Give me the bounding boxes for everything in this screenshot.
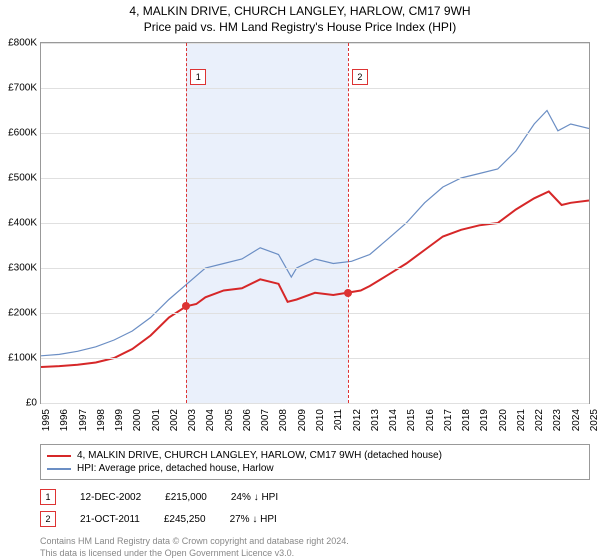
x-tick-label: 1995: [41, 409, 52, 431]
y-tick-label: £500K: [8, 173, 37, 184]
x-tick-label: 2025: [589, 409, 600, 431]
x-tick-label: 2022: [534, 409, 545, 431]
y-tick-label: £600K: [8, 128, 37, 139]
y-tick-label: £100K: [8, 353, 37, 364]
x-tick-label: 2024: [571, 409, 582, 431]
x-tick-label: 2002: [169, 409, 180, 431]
x-tick-label: 2005: [224, 409, 235, 431]
x-tick-label: 2021: [516, 409, 527, 431]
event-row: 2 21-OCT-2011 £245,250 27% ↓ HPI: [40, 508, 590, 530]
x-tick-label: 2015: [406, 409, 417, 431]
legend-label: 4, MALKIN DRIVE, CHURCH LANGLEY, HARLOW,…: [77, 450, 442, 461]
x-tick-label: 1998: [96, 409, 107, 431]
legend-label: HPI: Average price, detached house, Harl…: [77, 463, 274, 474]
x-tick-label: 2013: [370, 409, 381, 431]
event-date: 12-DEC-2002: [80, 492, 141, 503]
x-tick-label: 1996: [59, 409, 70, 431]
x-tick-label: 2019: [479, 409, 490, 431]
events-table: 1 12-DEC-2002 £215,000 24% ↓ HPI 2 21-OC…: [40, 486, 590, 530]
event-row: 1 12-DEC-2002 £215,000 24% ↓ HPI: [40, 486, 590, 508]
x-tick-label: 2011: [333, 409, 344, 431]
y-tick-label: £800K: [8, 38, 37, 49]
event-flag: 1: [190, 69, 206, 85]
x-tick-label: 2009: [297, 409, 308, 431]
x-tick-label: 2006: [242, 409, 253, 431]
event-price: £245,250: [164, 514, 206, 525]
x-tick-label: 2018: [461, 409, 472, 431]
y-tick-label: £700K: [8, 83, 37, 94]
event-marker: 2: [40, 511, 56, 527]
x-tick-label: 2014: [388, 409, 399, 431]
legend-item-hpi: HPI: Average price, detached house, Harl…: [47, 462, 583, 475]
y-tick-label: £200K: [8, 308, 37, 319]
x-tick-label: 2020: [498, 409, 509, 431]
x-tick-label: 2008: [278, 409, 289, 431]
x-tick-label: 2001: [151, 409, 162, 431]
x-tick-label: 2000: [132, 409, 143, 431]
price-chart: £0£100K£200K£300K£400K£500K£600K£700K£80…: [40, 42, 590, 404]
legend: 4, MALKIN DRIVE, CHURCH LANGLEY, HARLOW,…: [40, 444, 590, 480]
x-tick-label: 1997: [78, 409, 89, 431]
chart-header: 4, MALKIN DRIVE, CHURCH LANGLEY, HARLOW,…: [0, 0, 600, 34]
y-tick-label: £400K: [8, 218, 37, 229]
event-flag: 2: [352, 69, 368, 85]
legend-swatch: [47, 468, 71, 470]
event-date: 21-OCT-2011: [80, 514, 140, 525]
x-tick-label: 2012: [352, 409, 363, 431]
y-tick-label: £300K: [8, 263, 37, 274]
x-tick-label: 2010: [315, 409, 326, 431]
chart-subtitle: Price paid vs. HM Land Registry's House …: [0, 20, 600, 34]
x-tick-label: 1999: [114, 409, 125, 431]
x-tick-label: 2007: [260, 409, 271, 431]
footer-line: This data is licensed under the Open Gov…: [40, 548, 590, 560]
chart-title: 4, MALKIN DRIVE, CHURCH LANGLEY, HARLOW,…: [0, 4, 600, 18]
event-marker: 1: [40, 489, 56, 505]
event-delta: 24% ↓ HPI: [231, 492, 278, 503]
x-tick-label: 2017: [443, 409, 454, 431]
legend-swatch: [47, 455, 71, 457]
x-tick-label: 2016: [425, 409, 436, 431]
x-tick-label: 2023: [552, 409, 563, 431]
x-tick-label: 2003: [187, 409, 198, 431]
event-price: £215,000: [165, 492, 207, 503]
x-tick-label: 2004: [205, 409, 216, 431]
y-tick-label: £0: [26, 398, 37, 409]
footer-line: Contains HM Land Registry data © Crown c…: [40, 536, 590, 548]
event-delta: 27% ↓ HPI: [230, 514, 277, 525]
footer-attribution: Contains HM Land Registry data © Crown c…: [40, 536, 590, 559]
legend-item-property: 4, MALKIN DRIVE, CHURCH LANGLEY, HARLOW,…: [47, 449, 583, 462]
